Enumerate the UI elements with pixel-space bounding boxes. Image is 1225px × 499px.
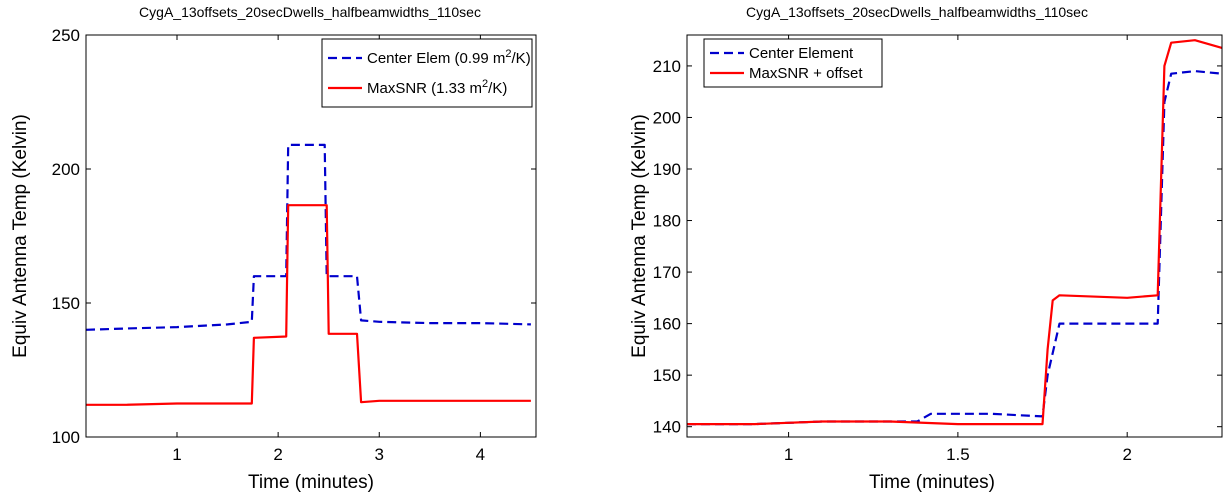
left-y-tick-label: 200 xyxy=(52,160,80,179)
right-chart-title: CygA_13offsets_20secDwells_halfbeamwidth… xyxy=(746,4,1088,20)
left-y-tick-label: 150 xyxy=(52,294,80,313)
right-legend: Center Element MaxSNR + offset xyxy=(703,38,883,88)
left-chart: CygA_13offsets_20secDwells_halfbeamwidth… xyxy=(10,4,537,493)
right-chart: CygA_13offsets_20secDwells_halfbeamwidth… xyxy=(629,4,1223,493)
right-legend-box xyxy=(703,38,883,88)
left-x-tick-label: 4 xyxy=(476,445,485,464)
right-plot-area xyxy=(687,39,1223,426)
right-x-tick-label: 1 xyxy=(784,445,793,464)
left-x-axis-label: Time (minutes) xyxy=(248,472,374,493)
left-ticks: 1 2 3 4 100 150 200 250 xyxy=(52,26,536,464)
left-x-tick-label: 1 xyxy=(172,445,181,464)
right-y-tick-label: 170 xyxy=(653,263,681,282)
right-y-axis-label: Equiv Antenna Temp (Kelvin) xyxy=(629,114,650,358)
right-x-tick-label: 2 xyxy=(1122,445,1131,464)
right-legend-label-1: MaxSNR + offset xyxy=(749,65,863,82)
right-y-tick-label: 190 xyxy=(653,160,681,179)
right-legend-label-0: Center Element xyxy=(749,45,854,62)
right-series-line-1 xyxy=(687,39,1223,426)
right-y-tick-label: 200 xyxy=(653,108,681,127)
right-x-axis-label: Time (minutes) xyxy=(869,472,995,493)
left-x-tick-label: 3 xyxy=(375,445,384,464)
right-series-line-0 xyxy=(687,69,1223,426)
left-legend-label-0: Center Elem (0.99 m2/K) xyxy=(367,48,531,67)
right-y-tick-label: 160 xyxy=(653,315,681,334)
right-ticks: 1 1.5 2 140 150 160 170 180 190 200 210 xyxy=(653,35,1222,464)
left-y-tick-label: 250 xyxy=(52,26,80,45)
left-x-tick-label: 2 xyxy=(273,445,282,464)
left-series-line-0 xyxy=(85,143,531,331)
left-series-line-1 xyxy=(86,204,531,406)
right-y-tick-label: 150 xyxy=(653,366,681,385)
left-y-axis-label: Equiv Antenna Temp (Kelvin) xyxy=(10,114,31,358)
left-legend: Center Elem (0.99 m2/K) MaxSNR (1.33 m2/K… xyxy=(321,38,533,108)
right-y-tick-label: 210 xyxy=(653,57,681,76)
right-x-tick-label: 1.5 xyxy=(946,445,970,464)
left-y-tick-label: 100 xyxy=(52,428,80,447)
left-plot-frame xyxy=(85,34,537,438)
right-plot-frame xyxy=(686,34,1223,438)
right-y-tick-label: 140 xyxy=(653,418,681,437)
left-plot-area xyxy=(85,143,531,406)
left-legend-box xyxy=(321,38,533,108)
right-y-tick-label: 180 xyxy=(653,212,681,231)
left-chart-title: CygA_13offsets_20secDwells_halfbeamwidth… xyxy=(139,4,481,20)
left-legend-label-1: MaxSNR (1.33 m2/K) xyxy=(367,78,507,97)
